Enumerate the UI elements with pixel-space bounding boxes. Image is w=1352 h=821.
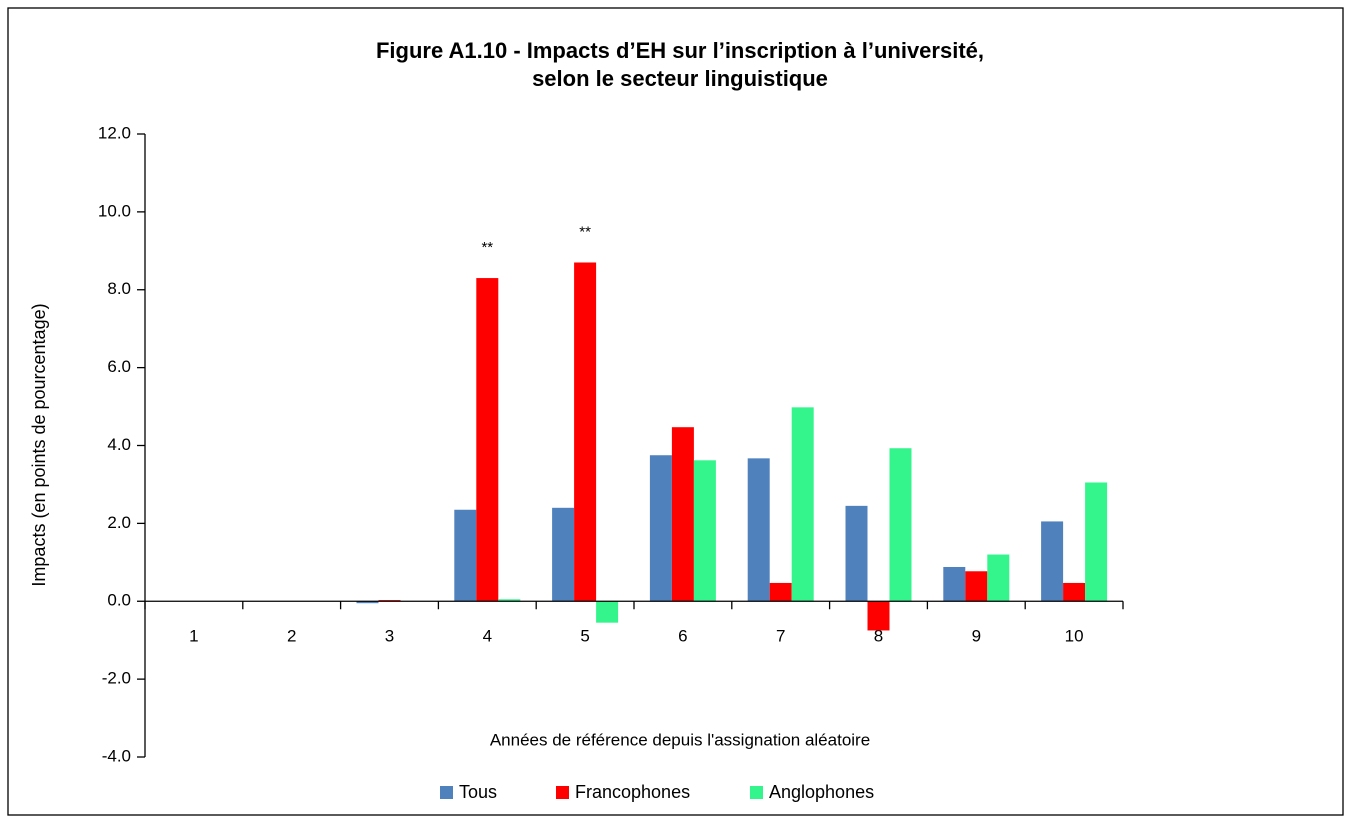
y-axis-title: Impacts (en points de pourcentage)	[29, 303, 49, 586]
bar	[498, 599, 521, 602]
y-tick-label: 4.0	[107, 435, 131, 454]
chart-border	[7, 7, 1344, 816]
y-tick-label: 10.0	[98, 201, 131, 220]
bar	[867, 601, 890, 631]
y-tick-label: -4.0	[102, 746, 131, 765]
bar	[747, 458, 770, 602]
annotation: **	[481, 239, 493, 256]
chart-title: Figure A1.10 - Impacts d’EH sur l’inscri…	[376, 38, 984, 63]
x-tick-label: 3	[385, 626, 394, 645]
bar	[356, 601, 379, 604]
bar	[769, 582, 792, 602]
y-tick-label: 6.0	[107, 357, 131, 376]
x-tick-label: 4	[483, 626, 492, 645]
bar	[987, 554, 1010, 602]
x-tick-label: 2	[287, 626, 296, 645]
y-tick-label: 12.0	[98, 123, 131, 142]
bar	[671, 427, 694, 602]
x-tick-label: 8	[874, 626, 883, 645]
bar	[476, 278, 499, 602]
legend-swatch	[750, 786, 763, 799]
legend-swatch	[440, 786, 453, 799]
annotation: **	[579, 223, 591, 240]
x-tick-label: 10	[1065, 626, 1084, 645]
x-tick-label: 9	[972, 626, 981, 645]
bar	[596, 601, 619, 623]
y-tick-label: 0.0	[107, 591, 131, 610]
y-tick-label: -2.0	[102, 669, 131, 688]
bar	[943, 566, 966, 602]
bar	[889, 448, 912, 602]
bar	[693, 460, 716, 602]
legend-label: Francophones	[575, 782, 690, 802]
y-tick-label: 8.0	[107, 279, 131, 298]
bar	[552, 507, 575, 602]
x-axis-title: Années de référence depuis l'assignation…	[490, 730, 870, 749]
bar	[1041, 521, 1064, 602]
bar	[965, 571, 988, 602]
x-tick-label: 1	[189, 626, 198, 645]
chart-title: selon le secteur linguistique	[532, 66, 828, 91]
bar	[574, 262, 597, 602]
x-tick-label: 6	[678, 626, 687, 645]
bar	[1063, 582, 1086, 602]
legend-swatch	[556, 786, 569, 799]
bar	[845, 505, 868, 602]
y-tick-label: 2.0	[107, 513, 131, 532]
bar	[1085, 482, 1108, 602]
legend-label: Anglophones	[769, 782, 874, 802]
legend-label: Tous	[459, 782, 497, 802]
bar	[791, 407, 814, 602]
x-tick-label: 7	[776, 626, 785, 645]
x-tick-label: 5	[580, 626, 589, 645]
bar	[454, 509, 477, 602]
bar	[649, 455, 672, 602]
